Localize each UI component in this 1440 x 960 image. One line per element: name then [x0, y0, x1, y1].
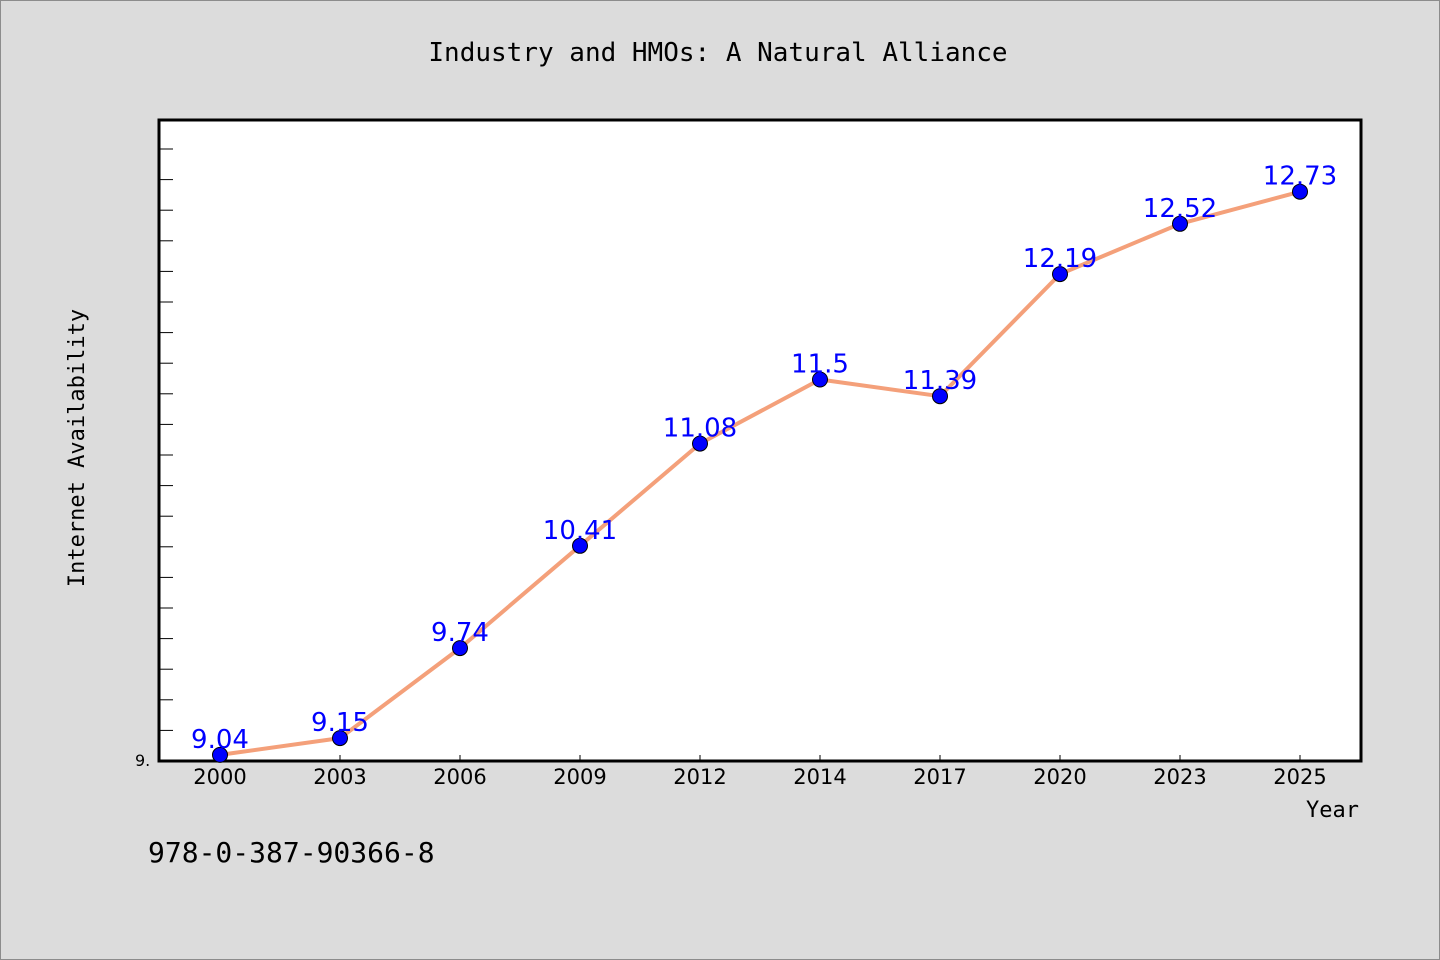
data-point — [932, 388, 948, 405]
y-axis-ticks — [159, 148, 173, 731]
y-min-tick-label: 9. — [135, 751, 150, 770]
data-label: 9.04 — [191, 725, 249, 755]
footer-code: 978-0-387-90366-8 — [148, 836, 435, 869]
x-tick-label: 2017 — [913, 765, 966, 789]
series-line — [219, 189, 1301, 757]
x-tick-label: 2023 — [1153, 765, 1206, 789]
data-point — [1172, 215, 1188, 232]
data-label: 12.73 — [1263, 162, 1337, 192]
x-tick-label: 2025 — [1273, 765, 1326, 789]
x-tick-label: 2003 — [313, 765, 366, 789]
data-label: 9.74 — [431, 618, 489, 648]
x-tick-label: 2009 — [553, 765, 606, 789]
x-tick-label: 2006 — [433, 765, 486, 789]
data-label: 11.39 — [903, 366, 977, 396]
data-label: 11.08 — [663, 414, 737, 444]
data-label: 9.15 — [311, 708, 369, 738]
x-tick-label: 2020 — [1033, 765, 1086, 789]
data-label: 11.5 — [791, 350, 849, 380]
x-axis-ticks: 2000 2003 2006 2009 2012 2014 2017 2020 2023 2025 — [193, 755, 1327, 789]
x-tick-label: 2012 — [673, 765, 726, 789]
data-point — [1052, 266, 1068, 283]
data-point — [572, 537, 588, 554]
data-point — [692, 435, 708, 452]
data-point — [212, 746, 228, 763]
chart-title: Industry and HMOs: A Natural Alliance — [428, 38, 1007, 68]
data-point — [332, 730, 348, 747]
x-tick-label: 2000 — [193, 765, 246, 789]
data-point — [812, 371, 828, 388]
data-label: 12.52 — [1143, 194, 1217, 224]
data-point — [452, 640, 468, 657]
data-label: 12.19 — [1023, 244, 1097, 274]
x-tick-label: 2014 — [793, 765, 846, 789]
y-axis-label: Internet Availability — [65, 309, 90, 587]
series-group: 9.04 9.15 9.74 10.41 11.08 11.5 11.39 12.19 12.5… — [191, 162, 1337, 763]
data-label: 10.41 — [543, 516, 617, 546]
plot-area — [157, 118, 1363, 763]
data-point — [1292, 183, 1308, 200]
x-axis-label: Year — [1306, 798, 1359, 823]
